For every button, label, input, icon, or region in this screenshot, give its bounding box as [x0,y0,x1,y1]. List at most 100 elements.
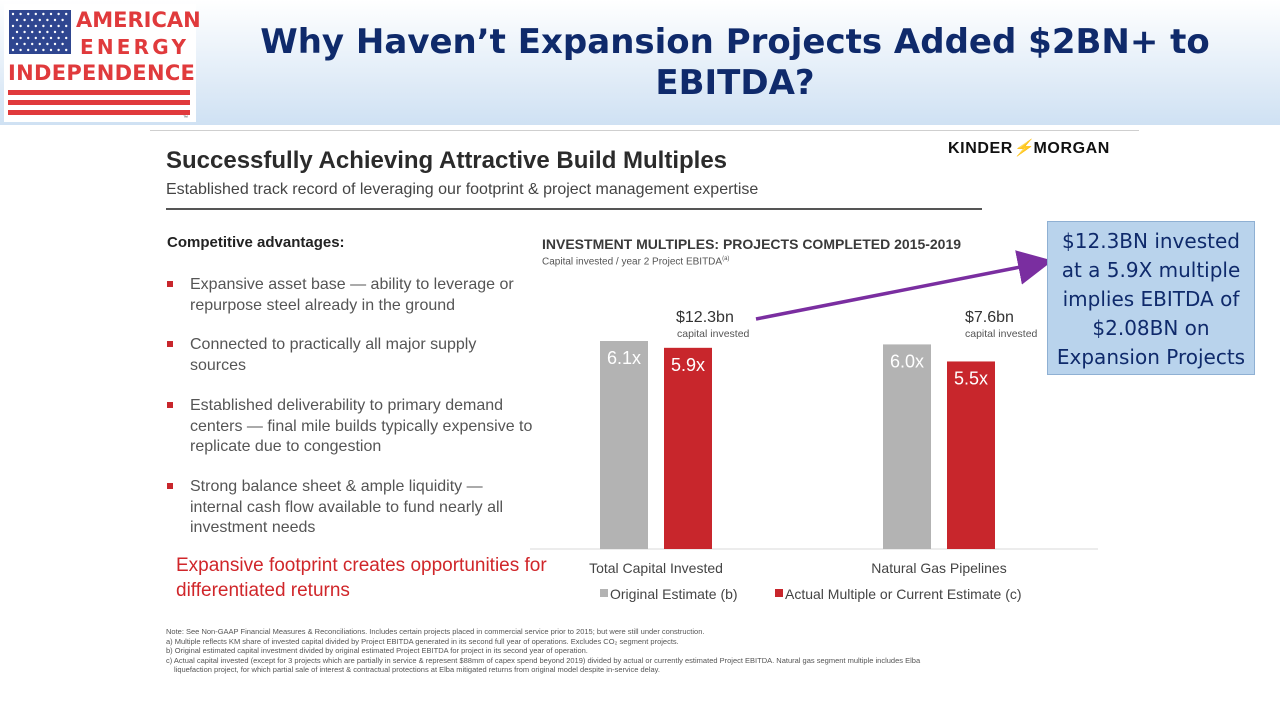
bullet-text: Connected to practically all major suppl… [190,336,477,374]
us-flag-icon [9,10,71,54]
flag-star [49,36,53,40]
differentiated-returns-callout: Expansive footprint creates opportunitie… [176,555,547,601]
bullet-square-icon [167,341,173,347]
category-label: Total Capital Invested [589,560,723,576]
flag-star [38,42,41,46]
flag-star [49,12,53,16]
legend-swatch [775,589,783,597]
bar-value-label: 5.5x [954,368,988,388]
slide-divider [166,208,982,210]
flag-star [34,48,37,52]
group-total-caption: capital invested [965,328,1038,340]
chart-subtitle-footnote: (a) [722,256,730,262]
flag-star [65,48,68,52]
investment-multiples-chart: INVESTMENT MULTIPLES: PROJECTS COMPLETED… [530,216,1130,616]
flag-star [19,36,22,40]
logo-word-independence: INDEPENDENCE [8,61,196,85]
flag-star [53,42,57,46]
callout-line: $2.08BN on [1092,316,1210,340]
group-total-label: $7.6bn [965,309,1014,326]
advantages-heading: Competitive advantages: [167,234,345,251]
legend-label: Original Estimate (b) [610,586,738,602]
flag-star [15,18,19,22]
flag-star [65,24,68,28]
flag-star [31,30,34,34]
bar-actual-multiple [947,361,995,549]
flag-star [11,48,15,52]
bar-original-estimate [600,341,648,549]
flag-star [61,30,64,34]
kinder-morgan-logo: KINDER⚡MORGAN [948,138,1110,158]
legend-swatch [600,589,608,597]
flag-star [65,12,68,16]
flag-star [38,18,41,22]
flag-star [11,36,15,40]
bullet-square-icon [167,483,173,489]
legend-label: Actual Multiple or Current Estimate (c) [785,586,1022,602]
flag-star [49,24,53,28]
flag-star [46,18,49,22]
bullet-square-icon [167,402,173,408]
flag-star [27,24,30,28]
flag-star [19,48,22,52]
bullet-square-icon [167,281,173,287]
callout-line: Expansion Projects [1056,345,1246,369]
flag-star [38,30,41,34]
flag-star [61,42,64,46]
flag-star [42,12,45,16]
chart-subtitle-text: Capital invested / year 2 Project EBITDA [542,256,723,268]
flag-star [46,42,49,46]
flag-star [11,24,15,28]
flag-star [27,12,30,16]
bar-original-estimate [883,344,931,549]
header-band [0,0,1280,125]
km-logo-left: KINDER [948,140,1013,157]
slide: Successfully Achieving Attractive Build … [150,130,1139,681]
callout-line: $12.3BN invested [1062,229,1240,253]
flag-star [27,36,30,40]
flag-star [23,30,26,34]
flag-star [15,42,19,46]
bar-chart-svg: 6.1x 5.9x $12.3bn capital invested Total Cap… [530,309,1098,602]
flag-star [61,18,64,22]
flag-star [46,30,49,34]
flag-star [11,12,15,16]
chart-title: INVESTMENT MULTIPLES: PROJECTS COMPLETED… [542,236,962,252]
callout-arrow [755,250,1053,321]
flag-star [27,48,30,52]
logo-word-american: AMERICAN [76,8,201,32]
callout-line: at a 5.9X multiple [1061,258,1241,282]
flag-star [15,30,19,34]
footnote-b: b) Original estimated capital investment… [166,646,588,655]
km-logo-right: MORGAN [1033,140,1110,157]
flag-star [34,12,37,16]
bullet-text: Strong balance sheet & ample liquidity —… [190,478,504,536]
flag-star [19,12,22,16]
bar-value-label: 6.1x [607,348,641,368]
logo-trademark: ™ [183,115,188,121]
lightning-bolt-icon: ⚡ [1012,140,1034,157]
flag-star [57,24,60,28]
page-title-line-1: Why Haven’t Expansion Projects Added $2B… [260,22,1210,62]
category-label: Natural Gas Pipelines [871,560,1006,576]
footnote-note: Note: See Non-GAAP Financial Measures & … [166,627,705,636]
page-title: Why Haven’t Expansion Projects Added $2B… [245,22,1225,104]
logo-word-energy: ENERGY [80,35,190,59]
flag-star [57,12,60,16]
bullet-text: Expansive asset base — ability to levera… [190,276,514,314]
footnote-c: c) Actual capital invested (except for 3… [166,655,921,665]
chart-subtitle: Capital invested / year 2 Project EBITDA… [542,256,729,267]
flag-star [42,48,45,52]
flag-star [53,18,57,22]
callout-line: implies EBITDA of [1062,287,1240,311]
logo-stripes [8,90,190,120]
flag-star [42,36,45,40]
flag-star [49,48,53,52]
flag-star [34,36,37,40]
ebitda-callout-box: $12.3BN invested at a 5.9X multiple impl… [1047,221,1255,375]
flag-star [34,24,37,28]
flag-star [57,36,60,40]
bar-value-label: 6.0x [890,351,924,371]
flag-star [57,48,60,52]
